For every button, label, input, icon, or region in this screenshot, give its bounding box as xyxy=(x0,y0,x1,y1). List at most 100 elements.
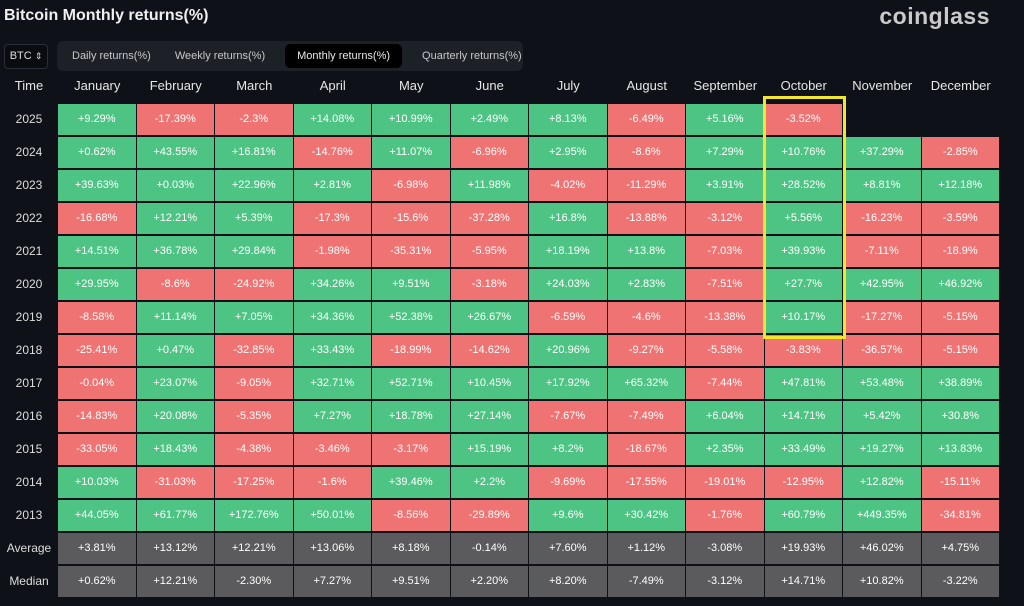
return-cell: -3.12% xyxy=(686,566,764,597)
return-cell: +11.98% xyxy=(450,170,528,201)
row-label: 2014 xyxy=(15,475,43,489)
tab-monthly-returns[interactable]: Monthly returns(%) xyxy=(285,44,403,68)
row-label: 2025 xyxy=(15,112,43,126)
return-cell: +18.78% xyxy=(372,401,450,432)
column-header-august[interactable]: August xyxy=(626,78,667,93)
return-cell: -8.58% xyxy=(58,302,136,333)
return-cell: +47.81% xyxy=(764,368,842,399)
table-row: 2016 -14.83% +20.08% -5.35% +7.27% +18.78% +27… xyxy=(0,401,1000,434)
return-cell: -3.46% xyxy=(293,434,371,465)
return-cell: +46.92% xyxy=(921,269,999,300)
return-cell: +27.14% xyxy=(450,401,528,432)
column-header-november[interactable]: November xyxy=(852,78,913,93)
return-cell: +34.36% xyxy=(293,302,371,333)
return-cell: +9.51% xyxy=(372,269,450,300)
return-cell: +13.8% xyxy=(607,236,685,267)
return-cell: -3.83% xyxy=(764,335,842,366)
return-cell: +2.49% xyxy=(450,104,528,135)
return-cell: -1.6% xyxy=(293,467,371,498)
return-cell: -6.96% xyxy=(450,137,528,168)
column-header-february[interactable]: February xyxy=(149,78,202,93)
row-label: 2015 xyxy=(15,442,43,456)
return-cell: -3.18% xyxy=(450,269,528,300)
row-label: Average xyxy=(6,541,52,555)
column-header-march[interactable]: March xyxy=(236,78,273,93)
return-cell: -4.38% xyxy=(215,434,293,465)
return-cell: +22.96% xyxy=(215,170,293,201)
empty-cell xyxy=(843,104,921,135)
tab-daily-returns[interactable]: Daily returns(%) xyxy=(72,50,151,62)
return-cell: -7.49% xyxy=(607,401,685,432)
column-header-january[interactable]: January xyxy=(74,78,121,93)
return-cell: +14.71% xyxy=(764,566,842,597)
return-cell: -3.08% xyxy=(686,533,764,564)
return-cell: +46.02% xyxy=(843,533,921,564)
return-cell: -8.6% xyxy=(607,137,685,168)
return-cell: +7.05% xyxy=(215,302,293,333)
column-header-may[interactable]: May xyxy=(398,78,424,93)
return-cell: +19.93% xyxy=(764,533,842,564)
return-cell: +53.48% xyxy=(843,368,921,399)
return-cell: +16.81% xyxy=(215,137,293,168)
return-cell: +27.7% xyxy=(764,269,842,300)
return-cell: +14.08% xyxy=(293,104,371,135)
return-cell: -0.04% xyxy=(58,368,136,399)
table-row: 2024 +0.62% +43.55% +16.81% -14.76% +11.07% -6… xyxy=(0,137,1000,170)
return-cell: +24.03% xyxy=(529,269,607,300)
return-cell: -19.01% xyxy=(686,467,764,498)
return-cell: -13.38% xyxy=(686,302,764,333)
table-row: 2020 +29.95% -8.6% -24.92% +34.26% +9.51% -3.1… xyxy=(0,269,1000,302)
column-header-october[interactable]: October xyxy=(780,78,827,93)
return-cell: +9.29% xyxy=(58,104,136,135)
return-cell: +10.99% xyxy=(372,104,450,135)
return-cell: +3.81% xyxy=(58,533,136,564)
return-cell: +2.35% xyxy=(686,434,764,465)
up-down-chevron-icon: ⇕ xyxy=(34,51,43,61)
return-cell: +3.91% xyxy=(686,170,764,201)
return-cell: -5.35% xyxy=(215,401,293,432)
return-cell: -0.14% xyxy=(450,533,528,564)
return-cell: +172.76% xyxy=(215,500,293,531)
return-cell: +2.81% xyxy=(293,170,371,201)
return-cell: +23.07% xyxy=(136,368,214,399)
return-cell: +19.27% xyxy=(843,434,921,465)
row-label: 2018 xyxy=(15,343,43,357)
return-cell: -24.92% xyxy=(215,269,293,300)
tab-weekly-returns[interactable]: Weekly returns(%) xyxy=(174,50,266,62)
return-cell: -11.29% xyxy=(607,170,685,201)
column-header-december[interactable]: December xyxy=(930,78,991,93)
column-header-june[interactable]: June xyxy=(475,78,504,93)
return-cell: -2.85% xyxy=(921,137,999,168)
return-cell: +29.95% xyxy=(58,269,136,300)
return-cell: +60.79% xyxy=(764,500,842,531)
return-cell: -4.02% xyxy=(529,170,607,201)
column-header-september[interactable]: September xyxy=(693,78,758,93)
column-header-april[interactable]: April xyxy=(319,78,346,93)
row-label: 2019 xyxy=(15,310,43,324)
return-cell: -17.39% xyxy=(136,104,214,135)
column-header-july[interactable]: July xyxy=(556,78,580,93)
return-cell: -16.23% xyxy=(843,203,921,234)
return-cell: +18.43% xyxy=(136,434,214,465)
return-cell: -12.95% xyxy=(764,467,842,498)
return-cell: +2.2% xyxy=(450,467,528,498)
return-cell: +11.07% xyxy=(372,137,450,168)
return-cell: +10.17% xyxy=(764,302,842,333)
return-cell: +20.96% xyxy=(529,335,607,366)
return-cell: -15.11% xyxy=(921,467,999,498)
return-cell: +8.2% xyxy=(529,434,607,465)
returns-tabs: Daily returns(%) Weekly returns(%) Monthly… xyxy=(57,41,523,71)
return-cell: -3.22% xyxy=(921,566,999,597)
return-cell: +44.05% xyxy=(58,500,136,531)
returns-table: 2025 +9.29% -17.39% -2.3% +14.08% +10.99% +2.4… xyxy=(0,104,1000,599)
return-cell: -6.49% xyxy=(607,104,685,135)
return-cell: -7.51% xyxy=(686,269,764,300)
return-cell: +61.77% xyxy=(136,500,214,531)
return-cell: -8.56% xyxy=(372,500,450,531)
return-cell: +13.83% xyxy=(921,434,999,465)
return-cell: +43.55% xyxy=(136,137,214,168)
return-cell: -3.12% xyxy=(686,203,764,234)
asset-select[interactable]: BTC ⇕ xyxy=(4,44,48,69)
tab-quarterly-returns[interactable]: Quarterly returns(%) xyxy=(422,50,522,62)
return-cell: -5.15% xyxy=(921,335,999,366)
